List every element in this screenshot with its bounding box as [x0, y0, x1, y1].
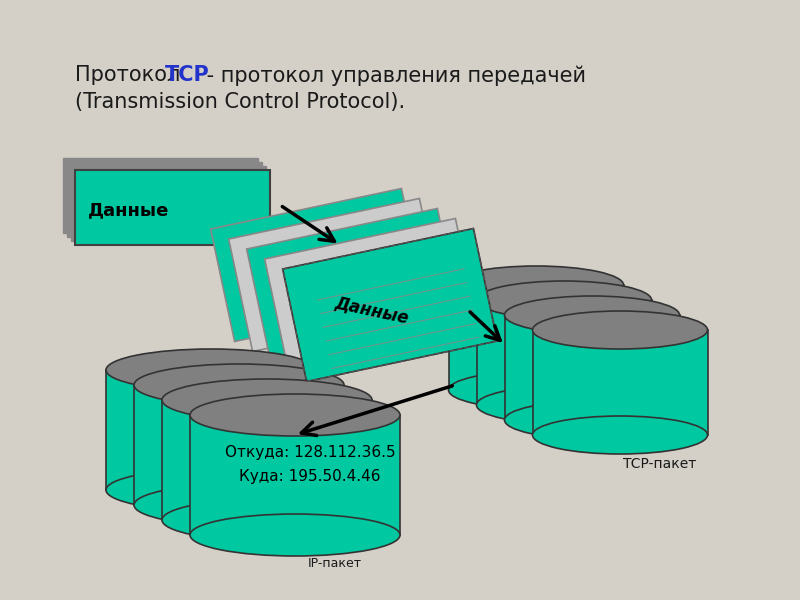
Ellipse shape [505, 401, 679, 439]
Text: (Transmission Control Protocol).: (Transmission Control Protocol). [75, 92, 405, 112]
Text: Данные: Данные [334, 293, 410, 326]
Bar [477, 300, 651, 405]
Bar [505, 315, 679, 420]
Ellipse shape [190, 514, 400, 556]
Bar [75, 170, 270, 245]
Bar [533, 330, 707, 435]
Ellipse shape [449, 266, 623, 304]
Ellipse shape [134, 484, 344, 526]
Text: Протокол: Протокол [75, 65, 187, 85]
Ellipse shape [477, 386, 651, 424]
Ellipse shape [449, 371, 623, 409]
Ellipse shape [162, 499, 372, 541]
Polygon shape [229, 199, 443, 352]
Text: TCP: TCP [165, 65, 210, 85]
Polygon shape [210, 188, 426, 341]
Text: TCP-пакет: TCP-пакет [623, 457, 697, 471]
Ellipse shape [106, 349, 316, 391]
Text: Куда: 195.50.4.46: Куда: 195.50.4.46 [239, 469, 381, 485]
Ellipse shape [533, 311, 707, 349]
Ellipse shape [505, 296, 679, 334]
Bar [449, 285, 623, 390]
Text: Данные: Данные [88, 201, 170, 219]
Ellipse shape [477, 281, 651, 319]
Polygon shape [246, 208, 462, 362]
Text: - протокол управления передачей: - протокол управления передачей [200, 65, 586, 85]
Bar [190, 415, 400, 535]
Ellipse shape [190, 394, 400, 436]
Ellipse shape [533, 416, 707, 454]
Bar [71, 166, 266, 241]
Bar [162, 400, 372, 520]
Bar [67, 162, 262, 237]
Bar [134, 385, 344, 505]
Bar [106, 370, 316, 490]
Ellipse shape [134, 364, 344, 406]
Text: Откуда: 128.112.36.5: Откуда: 128.112.36.5 [225, 445, 395, 461]
Text: IP-пакет: IP-пакет [308, 557, 362, 570]
Polygon shape [265, 218, 479, 371]
Polygon shape [282, 229, 498, 382]
Bar [63, 158, 258, 233]
Ellipse shape [106, 469, 316, 511]
Ellipse shape [162, 379, 372, 421]
